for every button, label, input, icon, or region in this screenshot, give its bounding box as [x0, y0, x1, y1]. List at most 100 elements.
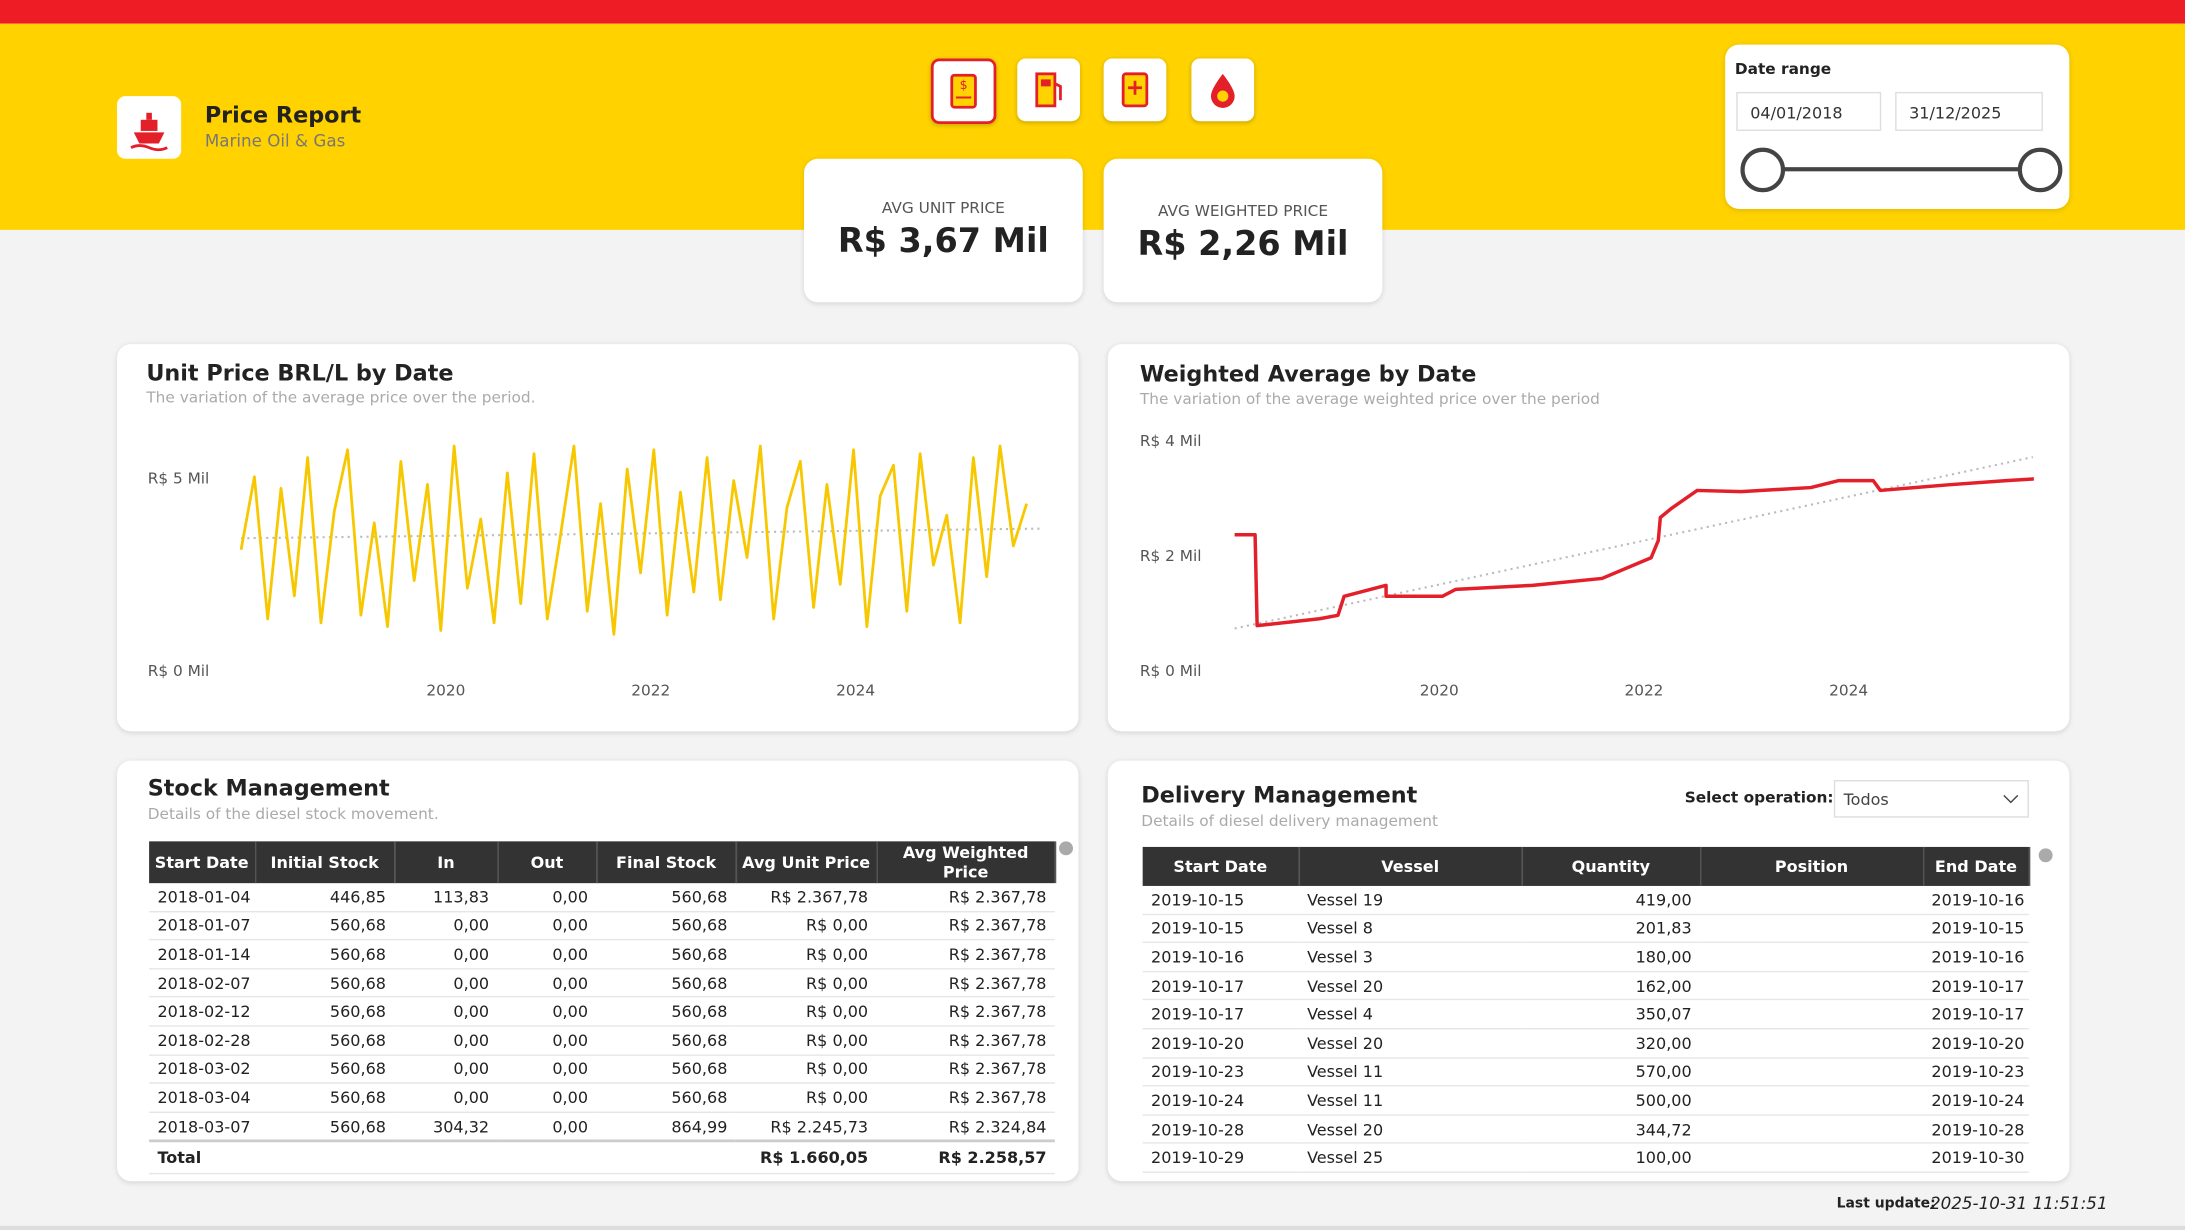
total-row: Total R$ 1.660,05 R$ 2.258,57 [149, 1139, 1055, 1175]
total-cell [596, 1139, 736, 1175]
table-row: 2018-03-07 560,68 304,32 0,00 864,99 R$ 2.245… [149, 1111, 1055, 1143]
header-row: Start Date Initial Stock In Out Final Stock A… [149, 841, 1056, 884]
total-cell: R$ 2.258,57 [876, 1139, 1055, 1175]
x-tick-label: 2024 [836, 681, 875, 699]
table-cell: 2018-02-28 [149, 1025, 256, 1056]
table-cell: 2019-10-15 [1142, 913, 1299, 944]
table: Start Date Vessel Quantity Position End Date… [1142, 846, 2030, 1173]
date-input[interactable]: 31/12/2025 [1895, 91, 2043, 131]
table-cell: 100,00 [1521, 1143, 1701, 1173]
table-cell: 560,68 [255, 968, 395, 998]
table-cell: 344,72 [1521, 1114, 1701, 1145]
table-cell: 560,68 [596, 997, 736, 1027]
table-cell: R$ 0,00 [735, 1083, 877, 1113]
nav-button[interactable] [1103, 58, 1167, 122]
top-bar [0, 0, 2185, 24]
table-cell: 560,68 [255, 997, 395, 1027]
table-cell: Vessel 4 [1298, 999, 1522, 1030]
table-cell: Vessel 20 [1298, 1114, 1522, 1145]
stock-table: Start Date Initial Stock In Out Final Stock A… [149, 841, 1056, 1175]
slider-handle[interactable] [2017, 147, 2063, 193]
scrollbar[interactable] [1059, 841, 1073, 856]
header-row: Start Date Vessel Quantity Position End Date [1142, 846, 2030, 886]
table-cell: 2018-01-14 [149, 939, 256, 970]
table-cell: 560,68 [596, 911, 736, 941]
table-cell: 560,68 [255, 1054, 395, 1084]
date-input[interactable]: 04/01/2018 [1736, 91, 1882, 131]
table-cell: 2019-10-30 [1923, 1143, 2029, 1173]
filter-dropdown[interactable]: Todos [1833, 780, 2029, 818]
x-tick-label: 2022 [631, 681, 670, 699]
table-cell: 2019-10-17 [1142, 971, 1299, 1001]
table-cell [1700, 1028, 1924, 1059]
table-cell: 570,00 [1521, 1057, 1701, 1087]
table-row: 2018-01-07 560,68 0,00 0,00 560,68 R$ 0,00 R$ … [149, 911, 1055, 941]
table-cell [1700, 999, 1924, 1030]
y-tick-label: R$ 4 Mil [1140, 432, 1202, 450]
kpi-card: AVG WEIGHTED PRICE R$ 2,26 Mil [1103, 158, 1383, 303]
column-header: Quantity [1521, 846, 1701, 886]
svg-text:$: $ [960, 77, 968, 92]
table-cell: Vessel 20 [1298, 1028, 1522, 1059]
kpi-value: R$ 3,67 Mil [837, 221, 1049, 261]
nav-button[interactable] [1191, 58, 1255, 122]
slider-handle[interactable] [1740, 147, 1786, 193]
nav-button[interactable]: $ [930, 58, 997, 124]
table-cell: R$ 0,00 [735, 1025, 877, 1056]
table-cell: 0,00 [394, 911, 498, 941]
table-subtitle: Details of the diesel stock movement. [147, 805, 439, 824]
column-header: Start Date [1142, 846, 1300, 886]
table-title: Delivery Management [1141, 781, 1418, 808]
table-cell: R$ 2.367,78 [876, 997, 1055, 1027]
table-row: 2018-02-12 560,68 0,00 0,00 560,68 R$ 0,00 R$ … [149, 997, 1055, 1027]
column-header: Out [497, 841, 598, 884]
table-cell [1700, 971, 1924, 1001]
column-header: Avg Unit Price [735, 841, 878, 884]
table-cell: 2018-01-07 [149, 911, 256, 941]
table-row: 2019-10-24 Vessel 11 500,00 2019-10-24 [1142, 1086, 2029, 1116]
table-cell: 2018-03-07 [149, 1111, 256, 1143]
table-cell: 560,68 [596, 968, 736, 998]
nav-button[interactable] [1017, 58, 1080, 122]
table-cell: R$ 0,00 [735, 911, 877, 941]
table-cell: 2019-10-23 [1923, 1057, 2029, 1087]
data-line [239, 444, 1028, 636]
icon [1121, 72, 1149, 108]
table-cell [1700, 1143, 1924, 1173]
table-row: 2019-10-20 Vessel 20 320,00 2019-10-20 [1142, 1028, 2029, 1059]
table-cell: 2019-10-17 [1923, 999, 2029, 1030]
delivery-table: Start Date Vessel Quantity Position End Date… [1142, 846, 2030, 1173]
table-cell: R$ 2.367,78 [876, 939, 1055, 970]
table-cell: 2019-10-28 [1923, 1114, 2029, 1145]
table-cell: Vessel 8 [1298, 913, 1522, 944]
table-cell: Vessel 11 [1298, 1057, 1522, 1087]
table-cell: 2019-10-28 [1142, 1114, 1299, 1145]
column-header: End Date [1923, 846, 2030, 886]
kpi-label: AVG WEIGHTED PRICE [1157, 201, 1329, 221]
table-cell: 201,83 [1521, 913, 1701, 944]
table-row: 2018-03-02 560,68 0,00 0,00 560,68 R$ 0,00 R$ … [149, 1054, 1055, 1084]
chart-subtitle: The variation of the average price over … [146, 388, 536, 407]
scrollbar[interactable] [2038, 848, 2053, 863]
icon: $ [950, 73, 977, 109]
table-cell: 0,00 [497, 1054, 597, 1084]
table-row: 2018-02-28 560,68 0,00 0,00 560,68 R$ 0,00 R$ … [149, 1025, 1055, 1056]
table-cell: 560,68 [596, 1054, 736, 1084]
table-cell: 2019-10-29 [1142, 1143, 1299, 1173]
table-cell: 560,68 [596, 939, 736, 970]
table-cell: R$ 2.367,78 [876, 968, 1055, 998]
table-cell: 350,07 [1521, 999, 1701, 1030]
table-cell: 560,68 [255, 939, 395, 970]
table-cell: 2018-02-12 [149, 997, 256, 1027]
table-cell: R$ 2.245,73 [735, 1111, 877, 1143]
table-cell: R$ 2.367,78 [876, 1025, 1055, 1056]
table-cell: 0,00 [497, 1025, 597, 1056]
table-cell: 0,00 [497, 911, 597, 941]
table-cell: R$ 0,00 [735, 939, 877, 970]
table-cell: R$ 0,00 [735, 997, 877, 1027]
date-value: 04/01/2018 [1750, 103, 1843, 123]
table-row: 2018-01-14 560,68 0,00 0,00 560,68 R$ 0,00 R$ … [149, 939, 1055, 970]
table-cell: 113,83 [394, 883, 498, 912]
table-cell: 2018-02-07 [149, 968, 256, 998]
table-row: 2019-10-23 Vessel 11 570,00 2019-10-23 [1142, 1057, 2029, 1087]
